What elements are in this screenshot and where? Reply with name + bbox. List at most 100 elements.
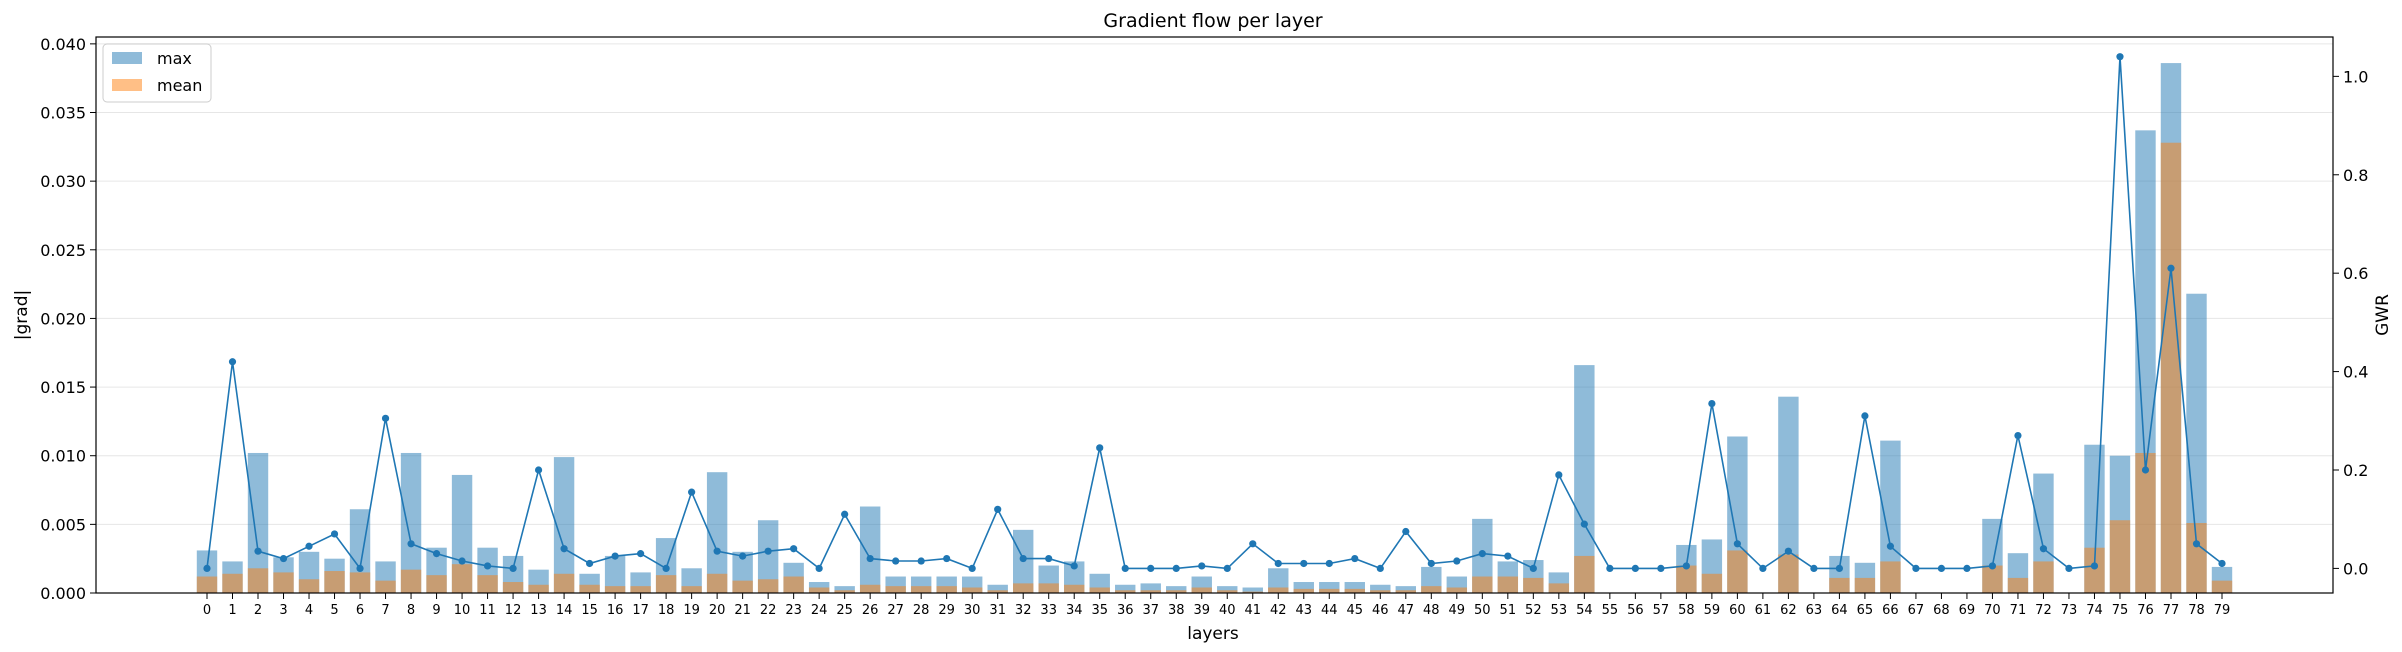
gwr-point: [764, 547, 772, 555]
bar-mean: [1880, 561, 1901, 593]
x-tick-label: 17: [632, 603, 649, 618]
x-tick-label: 31: [989, 603, 1006, 618]
x-tick-label: 77: [2163, 603, 2180, 618]
y-ticks-right: 0.0 0.2 0.4 0.6 0.8 1.0: [2333, 67, 2368, 578]
gwr-point: [1274, 559, 1282, 568]
x-tick-label: 45: [1347, 603, 1364, 618]
bar-mean: [553, 573, 575, 593]
x-tick-label: 9: [432, 603, 440, 618]
bar-mean: [859, 584, 881, 593]
x-tick-label: 32: [1015, 603, 1032, 618]
bar-mean: [1344, 588, 1365, 593]
bar-mean: [1038, 583, 1059, 593]
gwr-point: [637, 550, 645, 558]
legend: max mean: [102, 43, 212, 103]
bar-mean: [1395, 590, 1416, 593]
bar-mean: [961, 587, 983, 593]
y-tick-label-right: 1.0: [2343, 67, 2368, 86]
x-tick-label: 34: [1066, 603, 1083, 618]
gwr-point: [432, 550, 441, 558]
gwr-line: [203, 53, 2226, 572]
bar-mean: [1013, 583, 1034, 593]
x-tick-label: 15: [581, 603, 598, 618]
bar-max: [400, 452, 422, 593]
gwr-point: [2116, 53, 2124, 61]
bar-mean: [885, 586, 906, 593]
x-tick-label: 49: [1449, 603, 1466, 618]
bar-mean: [732, 580, 753, 593]
x-tick-label: 19: [683, 603, 700, 618]
gwr-point: [790, 545, 798, 553]
bar-max: [1344, 582, 1365, 593]
x-tick-label: 78: [2188, 603, 2205, 618]
bar-max: [2186, 293, 2207, 593]
x-tick-label: 53: [1551, 603, 1568, 618]
gwr-point: [994, 505, 1002, 513]
gwr-point: [381, 414, 390, 422]
bar-mean: [273, 572, 294, 593]
gwr-point: [1580, 520, 1588, 528]
gwr-point: [1759, 564, 1767, 572]
x-tick-label: 27: [887, 603, 904, 618]
bar-mean: [247, 568, 269, 593]
bar-max: [1115, 584, 1136, 593]
bar-mean: [1574, 555, 1595, 593]
gwr-point: [330, 530, 339, 538]
bar-mean: [1523, 577, 1544, 593]
gwr-point: [688, 488, 696, 496]
gwr-point: [509, 564, 517, 572]
x-tick-label: 68: [1933, 603, 1950, 618]
gwr-point: [254, 547, 262, 555]
x-tick-label: 54: [1576, 603, 1593, 618]
gwr-point: [892, 557, 900, 565]
bar-max: [834, 586, 855, 593]
legend-label-mean: mean: [157, 76, 202, 95]
bar-mean: [1701, 573, 1723, 593]
x-tick-label: 0: [203, 603, 211, 618]
bar-max: [1880, 440, 1901, 593]
bar-mean: [2007, 577, 2029, 593]
y-tick-label-right: 0.6: [2343, 264, 2368, 283]
y-axis-label-left: |grad|: [12, 290, 32, 340]
gwr-point: [2065, 564, 2073, 572]
gwr-point: [1835, 564, 1844, 572]
gwr-point: [1963, 564, 1971, 572]
gwr-point: [1529, 564, 1537, 572]
bar-max: [604, 555, 626, 593]
bar-mean: [400, 569, 422, 593]
bar-mean: [502, 582, 524, 593]
x-tick-label: 6: [356, 603, 364, 618]
bar-mean: [2033, 561, 2054, 593]
legend-label-max: max: [157, 49, 192, 68]
gwr-point: [1606, 564, 1614, 572]
x-tick-label: 39: [1193, 603, 1210, 618]
bar-max: [1166, 586, 1187, 593]
gwr-point: [1019, 554, 1027, 563]
y-tick-label-right: 0.0: [2343, 559, 2368, 578]
bar-max: [1395, 586, 1416, 593]
bar-max: [1140, 583, 1161, 593]
gwr-point: [1223, 564, 1231, 572]
x-tick-label: 16: [607, 603, 624, 618]
x-tick-label: 40: [1219, 603, 1236, 618]
bar-mean: [1166, 590, 1187, 593]
bar-max: [706, 472, 728, 593]
bar-mean: [426, 575, 447, 593]
x-tick-label: 1: [228, 603, 236, 618]
x-tick-label: 42: [1270, 603, 1287, 618]
x-tick-label: 52: [1525, 603, 1542, 618]
bar-mean: [1472, 576, 1493, 593]
gwr-point: [1351, 554, 1359, 563]
gwr-point: [2167, 264, 2175, 272]
bar-mean: [757, 579, 779, 593]
x-tick-label: 14: [556, 603, 573, 618]
gwr-point: [1810, 564, 1818, 572]
y-tick-label-left: 0.015: [40, 378, 86, 397]
x-tick-label: 73: [2061, 603, 2078, 618]
gwr-point: [943, 554, 951, 563]
x-tick-label: 4: [305, 603, 313, 618]
bar-max: [349, 509, 371, 593]
gwr-point: [1300, 559, 1308, 568]
x-tick-label: 29: [938, 603, 955, 618]
bar-mean: [1854, 577, 1876, 593]
